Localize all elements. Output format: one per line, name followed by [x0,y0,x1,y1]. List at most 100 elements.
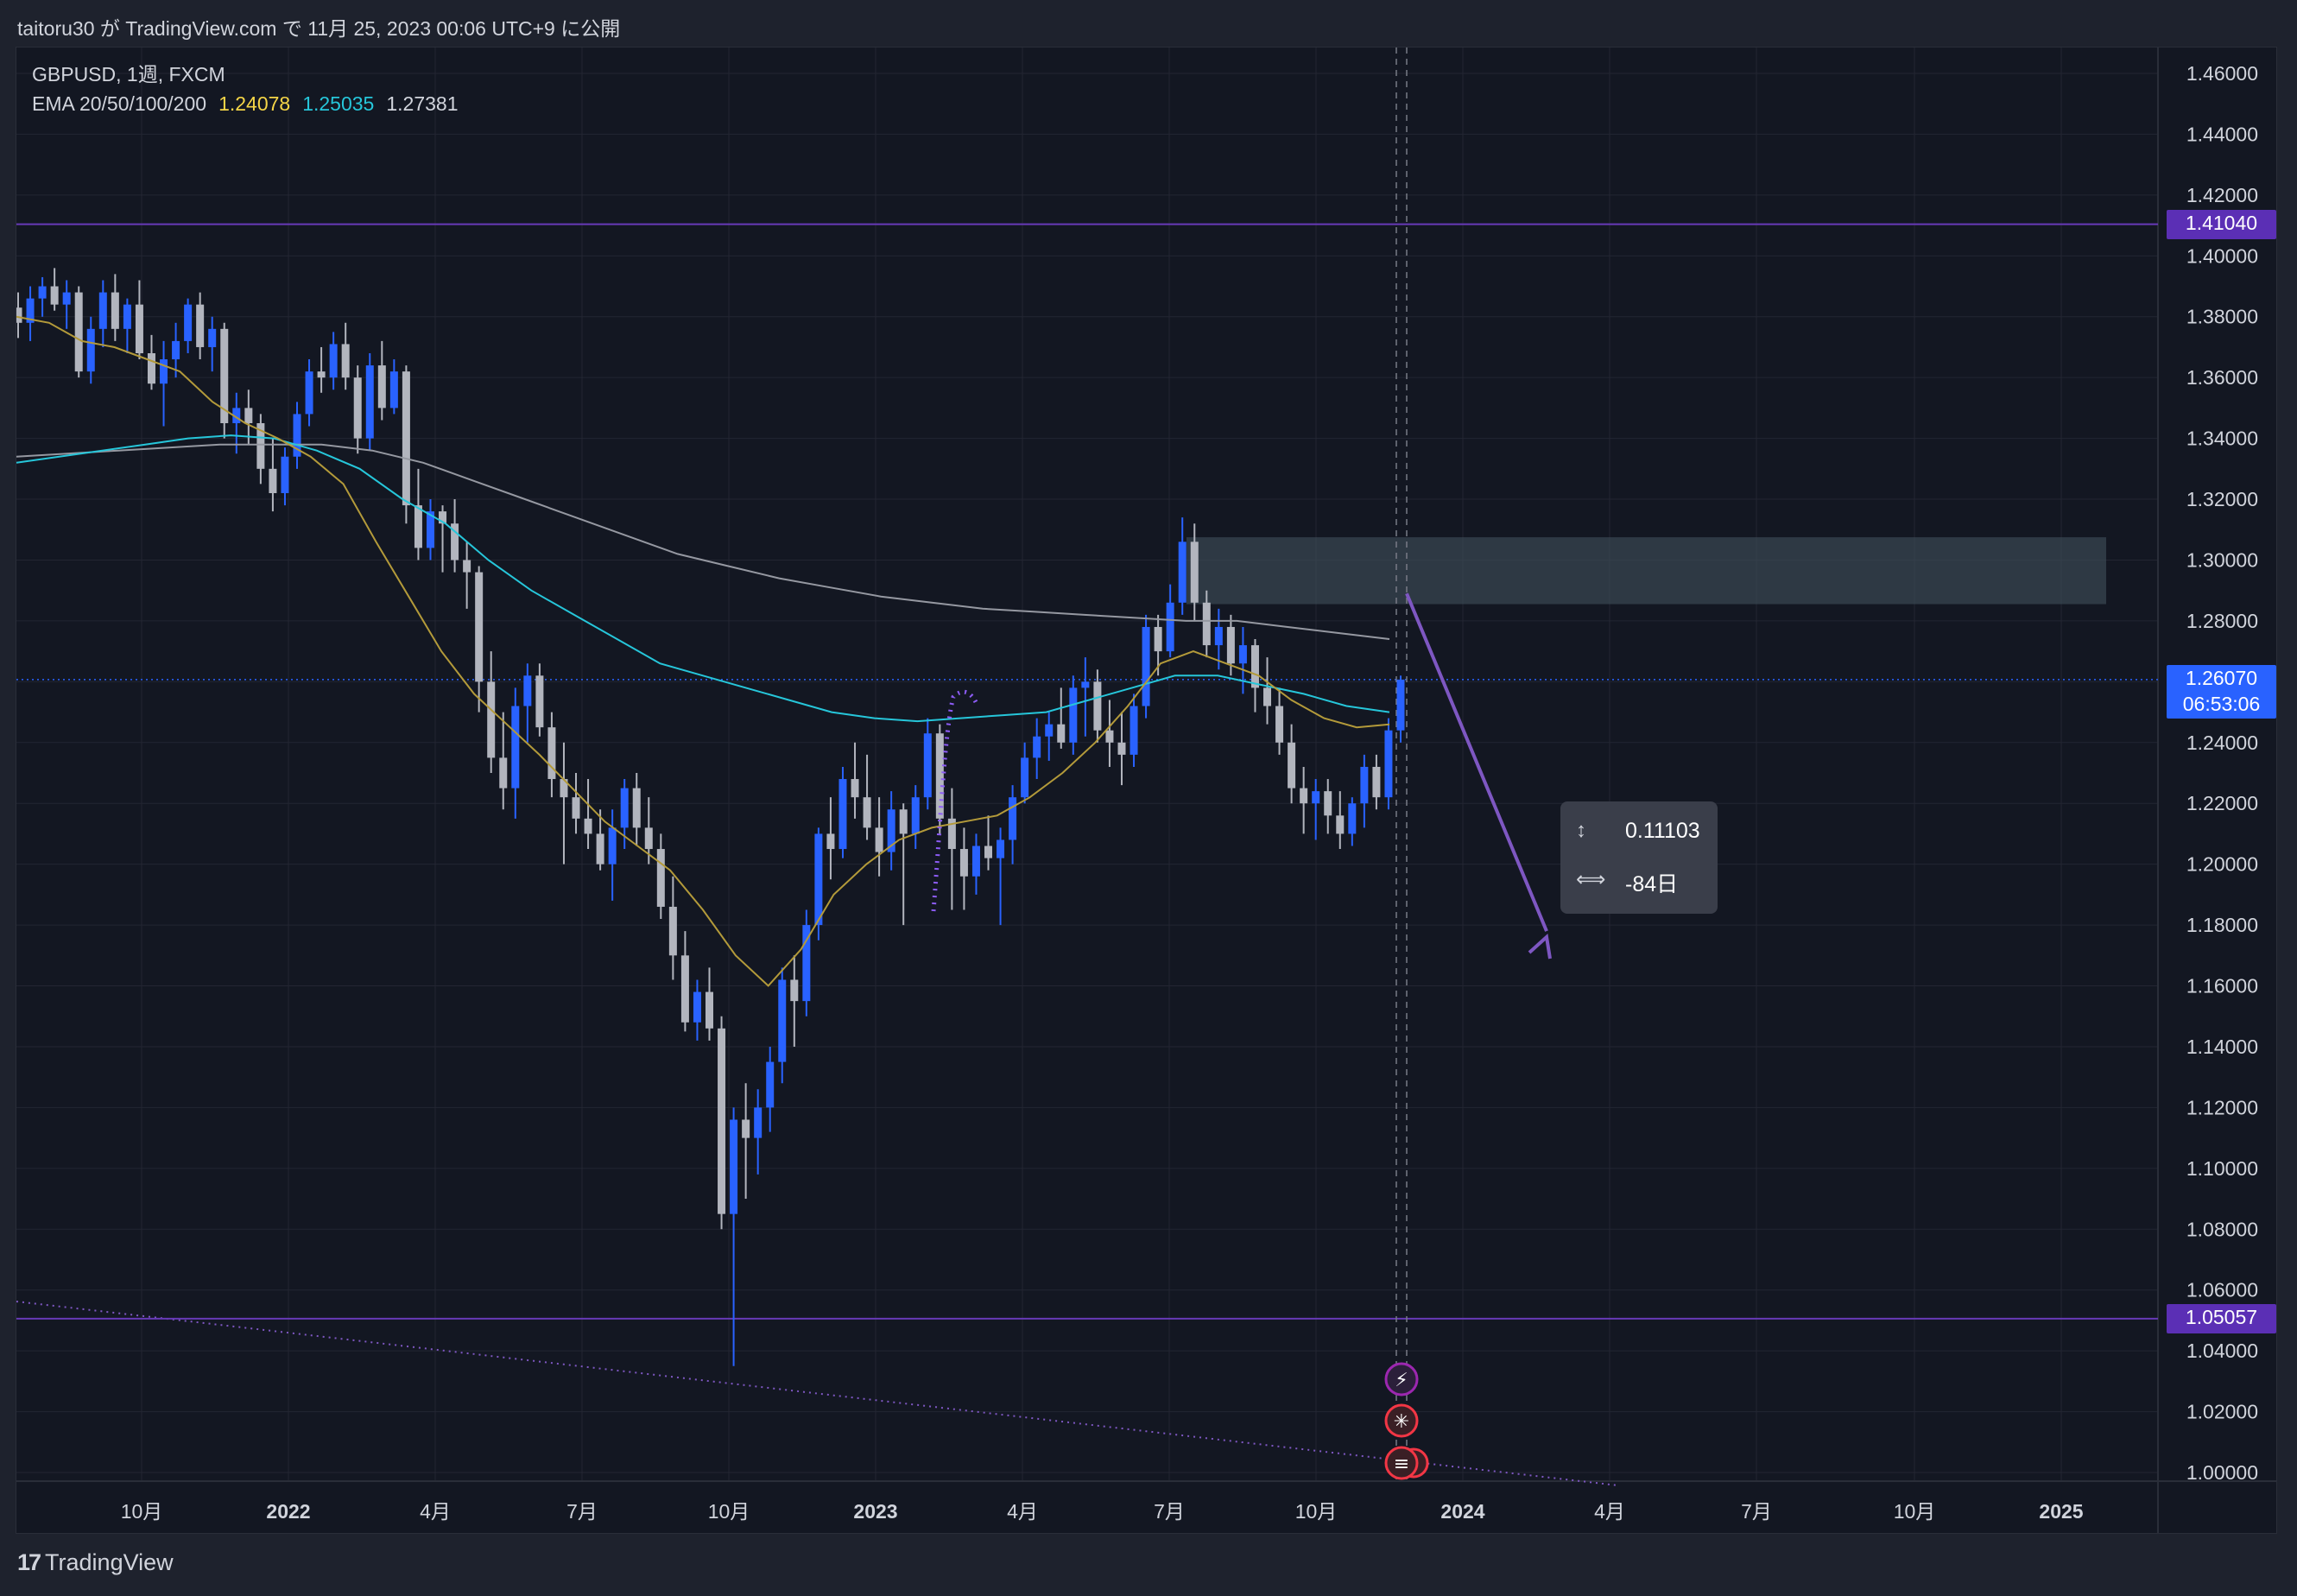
candle-body [899,809,908,834]
candle-body [584,818,592,834]
price-tick-label: 1.04000 [2186,1340,2258,1362]
level-price-label: 1.05057 [2167,1303,2276,1333]
candle-body [826,833,835,850]
candle-body [947,818,956,850]
price-tick-label: 1.32000 [2186,488,2258,510]
candle-body [1324,791,1332,816]
time-tick-label: 10月 [121,1500,163,1523]
time-tick-label: 2025 [2039,1500,2083,1523]
candle-body [1178,542,1186,603]
candle-body [389,371,398,408]
chart-area[interactable]: 1.46000 1.44000 1.42000 1.40000 1.38000 1.360… [16,47,2277,1534]
bars-range-value: -84日 [1625,872,1679,896]
time-tick-label: 10月 [708,1500,750,1523]
level-price-label: 1.41040 [2167,209,2276,239]
ema50-line [16,434,1390,723]
candle-body [984,846,993,858]
price-tick-label: 1.10000 [2186,1157,2258,1180]
price-tick-label: 1.12000 [2186,1096,2258,1118]
candle-body [572,797,580,819]
grid [16,48,2158,1481]
candle-body [1214,626,1223,646]
candle-body [123,304,131,329]
candle-body [38,286,47,299]
price-tick-label: 1.36000 [2186,366,2258,389]
price-chart[interactable]: 1.46000 1.44000 1.42000 1.40000 1.38000 1.360… [16,48,2277,1534]
trendline-dotted [16,1301,1619,1486]
price-range-value: 0.11103 [1625,819,1700,843]
symbol-line: GBPUSD, 1週, FXCM [32,63,225,86]
price-tick-label: 1.34000 [2186,428,2258,450]
candle-body [1336,815,1345,834]
candle-body [1250,645,1259,688]
candles [16,268,1405,1366]
ema-value-1: 1.25035 [302,92,375,115]
earnings-flash-icon-glyph: ⚡ [1395,1370,1408,1391]
candle-body [1105,730,1114,743]
candle-body [814,833,823,926]
candle-body [997,839,1005,858]
earnings-flash-icon [1384,1362,1419,1396]
candle-body [1045,724,1054,737]
bars-range-row: ⟺ -84日 [1560,862,1718,896]
candle-body [439,511,447,524]
candle-body [1069,687,1078,743]
candle-body [74,292,83,372]
candle-body [1226,626,1235,664]
candle-body [851,779,859,798]
candle-body [560,779,568,798]
candle-body [196,304,205,347]
candle-body [414,505,422,548]
candle-body [644,827,653,850]
candle-body [1275,706,1284,743]
candle-body [706,991,713,1029]
candle-body [875,827,883,852]
candle-body [742,1119,750,1138]
time-tick-label: 4月 [1007,1500,1038,1523]
measure-arrow-line [1405,592,1548,932]
candle-body [377,365,386,408]
price-tick-label: 1.20000 [2186,853,2258,876]
candle-body [16,307,22,323]
candle-body [971,846,980,877]
candle-body [596,833,604,864]
candle-body [718,1028,726,1214]
price-tick-label: 1.42000 [2186,184,2258,206]
bar-countdown-text: 06:53:06 [2182,692,2261,715]
candle-body [766,1061,775,1108]
candle-body [1348,803,1357,834]
price-tick-label: 1.38000 [2186,306,2258,328]
candle-body [26,298,35,323]
candle-body [305,371,313,415]
candle-body [1384,730,1393,798]
tradingview-logo[interactable]: 17 TradingView [17,1549,174,1576]
candle-body [608,827,617,864]
us-flag-event-icon [1384,1446,1419,1480]
candle-body [1033,736,1041,758]
price-tick-label: 1.02000 [2186,1401,2258,1423]
candle-body [547,727,556,780]
candle-body [86,328,95,372]
candle-body [1009,797,1017,840]
vertical-range-icon: ↕ [1576,819,1586,842]
tradingview-mark-icon: 17 [17,1549,41,1575]
time-tick-label: 7月 [566,1500,598,1523]
candle-body [1081,681,1090,688]
candle-body [244,408,253,423]
candle-body [269,468,277,493]
resistance-zone [1186,537,2106,605]
candle-body [1190,542,1199,603]
candle-body [1166,602,1174,652]
price-label-text: 1.26070 [2185,666,2258,689]
time-tick-label: 4月 [1594,1500,1625,1523]
candle-body [887,809,895,852]
candle-body [680,955,689,1023]
candle-body [135,304,143,353]
price-tick-label: 1.14000 [2186,1036,2258,1058]
price-tick-label: 1.16000 [2186,975,2258,998]
candle-body [160,359,168,384]
candle-body [1021,757,1029,798]
candle-body [220,328,229,423]
candle-body [1130,706,1138,755]
time-tick-label: 2023 [853,1500,897,1523]
